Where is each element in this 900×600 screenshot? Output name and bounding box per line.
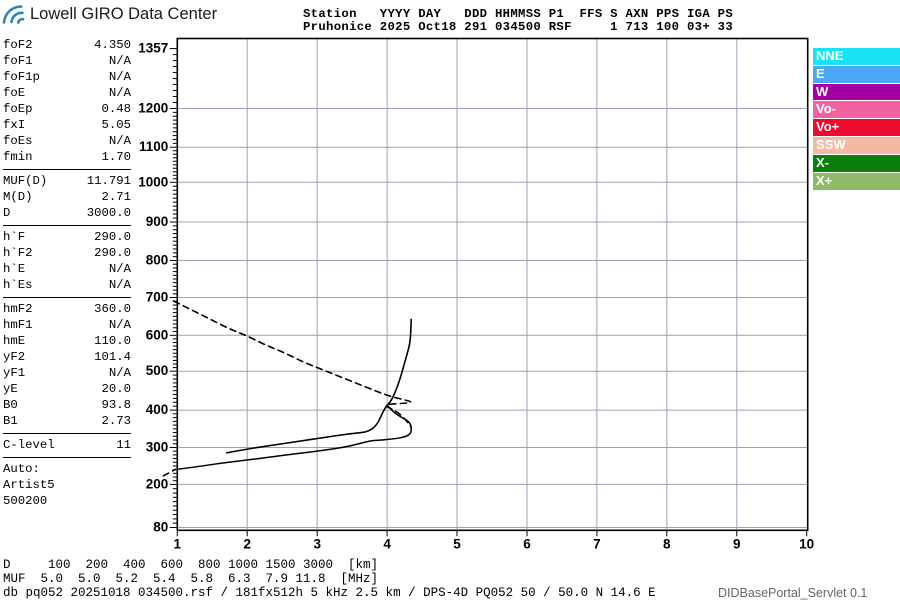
svg-text:1: 1 bbox=[174, 536, 182, 551]
svg-text:700: 700 bbox=[146, 290, 169, 305]
svg-text:9: 9 bbox=[733, 536, 741, 551]
svg-text:1000: 1000 bbox=[138, 174, 168, 189]
svg-text:1100: 1100 bbox=[139, 139, 168, 154]
svg-text:600: 600 bbox=[146, 327, 169, 342]
svg-text:3: 3 bbox=[313, 536, 321, 551]
svg-text:500: 500 bbox=[146, 363, 169, 378]
svg-text:5: 5 bbox=[453, 536, 461, 551]
svg-text:7: 7 bbox=[593, 536, 601, 551]
svg-text:200: 200 bbox=[146, 476, 169, 491]
svg-text:10: 10 bbox=[799, 536, 814, 551]
svg-text:1357: 1357 bbox=[138, 41, 168, 56]
svg-text:80: 80 bbox=[153, 520, 168, 535]
svg-text:800: 800 bbox=[146, 253, 169, 268]
svg-text:2: 2 bbox=[243, 536, 251, 551]
svg-text:900: 900 bbox=[146, 214, 169, 229]
svg-text:300: 300 bbox=[146, 440, 169, 455]
svg-text:4: 4 bbox=[383, 536, 391, 551]
svg-text:8: 8 bbox=[663, 536, 671, 551]
svg-text:400: 400 bbox=[146, 402, 169, 417]
svg-text:6: 6 bbox=[523, 536, 531, 551]
svg-text:1200: 1200 bbox=[138, 101, 168, 116]
